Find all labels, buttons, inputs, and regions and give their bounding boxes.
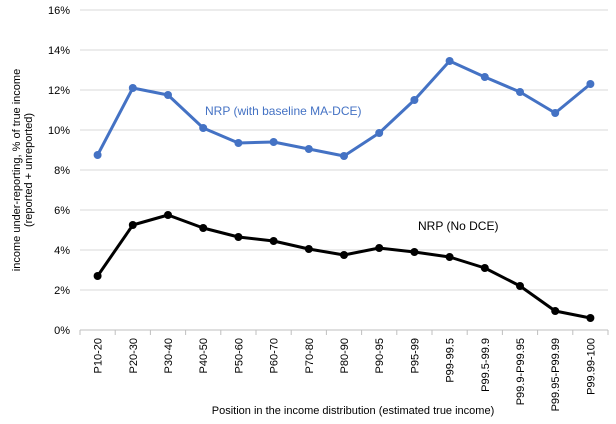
data-point xyxy=(164,211,172,219)
data-point xyxy=(93,272,102,280)
y-axis-title-line-2: (reported + unreported) xyxy=(23,113,35,227)
x-tick-label: P10-20 xyxy=(93,338,105,373)
x-tick-label: P99-99.5 xyxy=(445,338,457,383)
y-tick-label: 6% xyxy=(54,205,70,217)
y-axis-title-line-1: income under-reporting, % of true income xyxy=(11,69,23,271)
data-point xyxy=(269,237,278,245)
x-tick-label: P99.95-P99.99 xyxy=(550,338,562,411)
y-tick-label: 2% xyxy=(54,285,70,297)
data-point xyxy=(480,73,489,81)
data-point xyxy=(340,251,348,259)
y-tick-label: 12% xyxy=(48,85,70,97)
y-tick-label: 14% xyxy=(48,45,70,57)
x-tick-label: P60-70 xyxy=(269,338,281,373)
x-tick-label: P99.9-P99.95 xyxy=(515,338,527,405)
x-axis-title: Position in the income distribution (est… xyxy=(212,405,494,417)
x-tick-label: P40-50 xyxy=(198,338,210,373)
series-lines xyxy=(93,57,595,322)
data-point xyxy=(304,145,313,153)
x-tick-label: P20-30 xyxy=(128,338,140,373)
y-axis-title: income under-reporting, % of true income… xyxy=(11,69,35,271)
data-point xyxy=(199,124,208,132)
data-point xyxy=(445,57,454,65)
data-point xyxy=(269,138,278,146)
x-tick-label: P99.99-100 xyxy=(585,338,597,395)
data-point xyxy=(410,248,419,256)
data-point xyxy=(234,233,243,241)
series-line-1 xyxy=(96,213,591,320)
y-tick-label: 0% xyxy=(54,325,70,337)
x-axis xyxy=(79,329,609,335)
data-point xyxy=(375,244,384,252)
data-point xyxy=(340,152,348,160)
x-tick-labels: P10-20 P20-30 P30-40 P40-50 P50-60 P60-70 P70-… xyxy=(93,338,598,411)
x-tick-label: P70-80 xyxy=(304,338,316,373)
data-point xyxy=(516,282,524,290)
data-point xyxy=(128,221,137,229)
data-point xyxy=(410,96,419,104)
y-tick-label: 16% xyxy=(48,5,70,17)
x-tick-label: P95-99 xyxy=(409,338,421,373)
x-tick-label: P80-90 xyxy=(339,338,351,373)
data-point xyxy=(93,151,102,159)
data-point xyxy=(375,129,384,137)
x-tick-label: P50-60 xyxy=(233,338,245,373)
series-label-with-dce: NRP (with baseline MA-DCE) xyxy=(205,104,362,118)
data-point xyxy=(234,139,243,147)
data-point xyxy=(551,109,560,117)
data-point xyxy=(586,314,595,322)
data-point xyxy=(480,264,489,272)
y-tick-labels: 0% 2% 4% 6% 8% 10% 12% 14% 16% xyxy=(48,5,70,337)
data-point xyxy=(199,224,208,232)
y-tick-label: 4% xyxy=(54,245,70,257)
x-tick-label: P99.5-99.9 xyxy=(480,338,492,392)
data-point xyxy=(304,245,313,253)
x-tick-label: P90-95 xyxy=(374,338,386,373)
data-point xyxy=(128,84,137,92)
data-point xyxy=(445,253,454,261)
x-tick-label: P30-40 xyxy=(163,338,175,373)
series-label-no-dce: NRP (No DCE) xyxy=(418,219,498,233)
gridlines xyxy=(80,9,608,291)
data-point xyxy=(164,91,172,99)
data-point xyxy=(586,80,595,88)
data-point xyxy=(516,88,524,96)
y-tick-label: 10% xyxy=(48,125,70,137)
data-point xyxy=(551,307,560,315)
y-tick-label: 8% xyxy=(54,165,70,177)
